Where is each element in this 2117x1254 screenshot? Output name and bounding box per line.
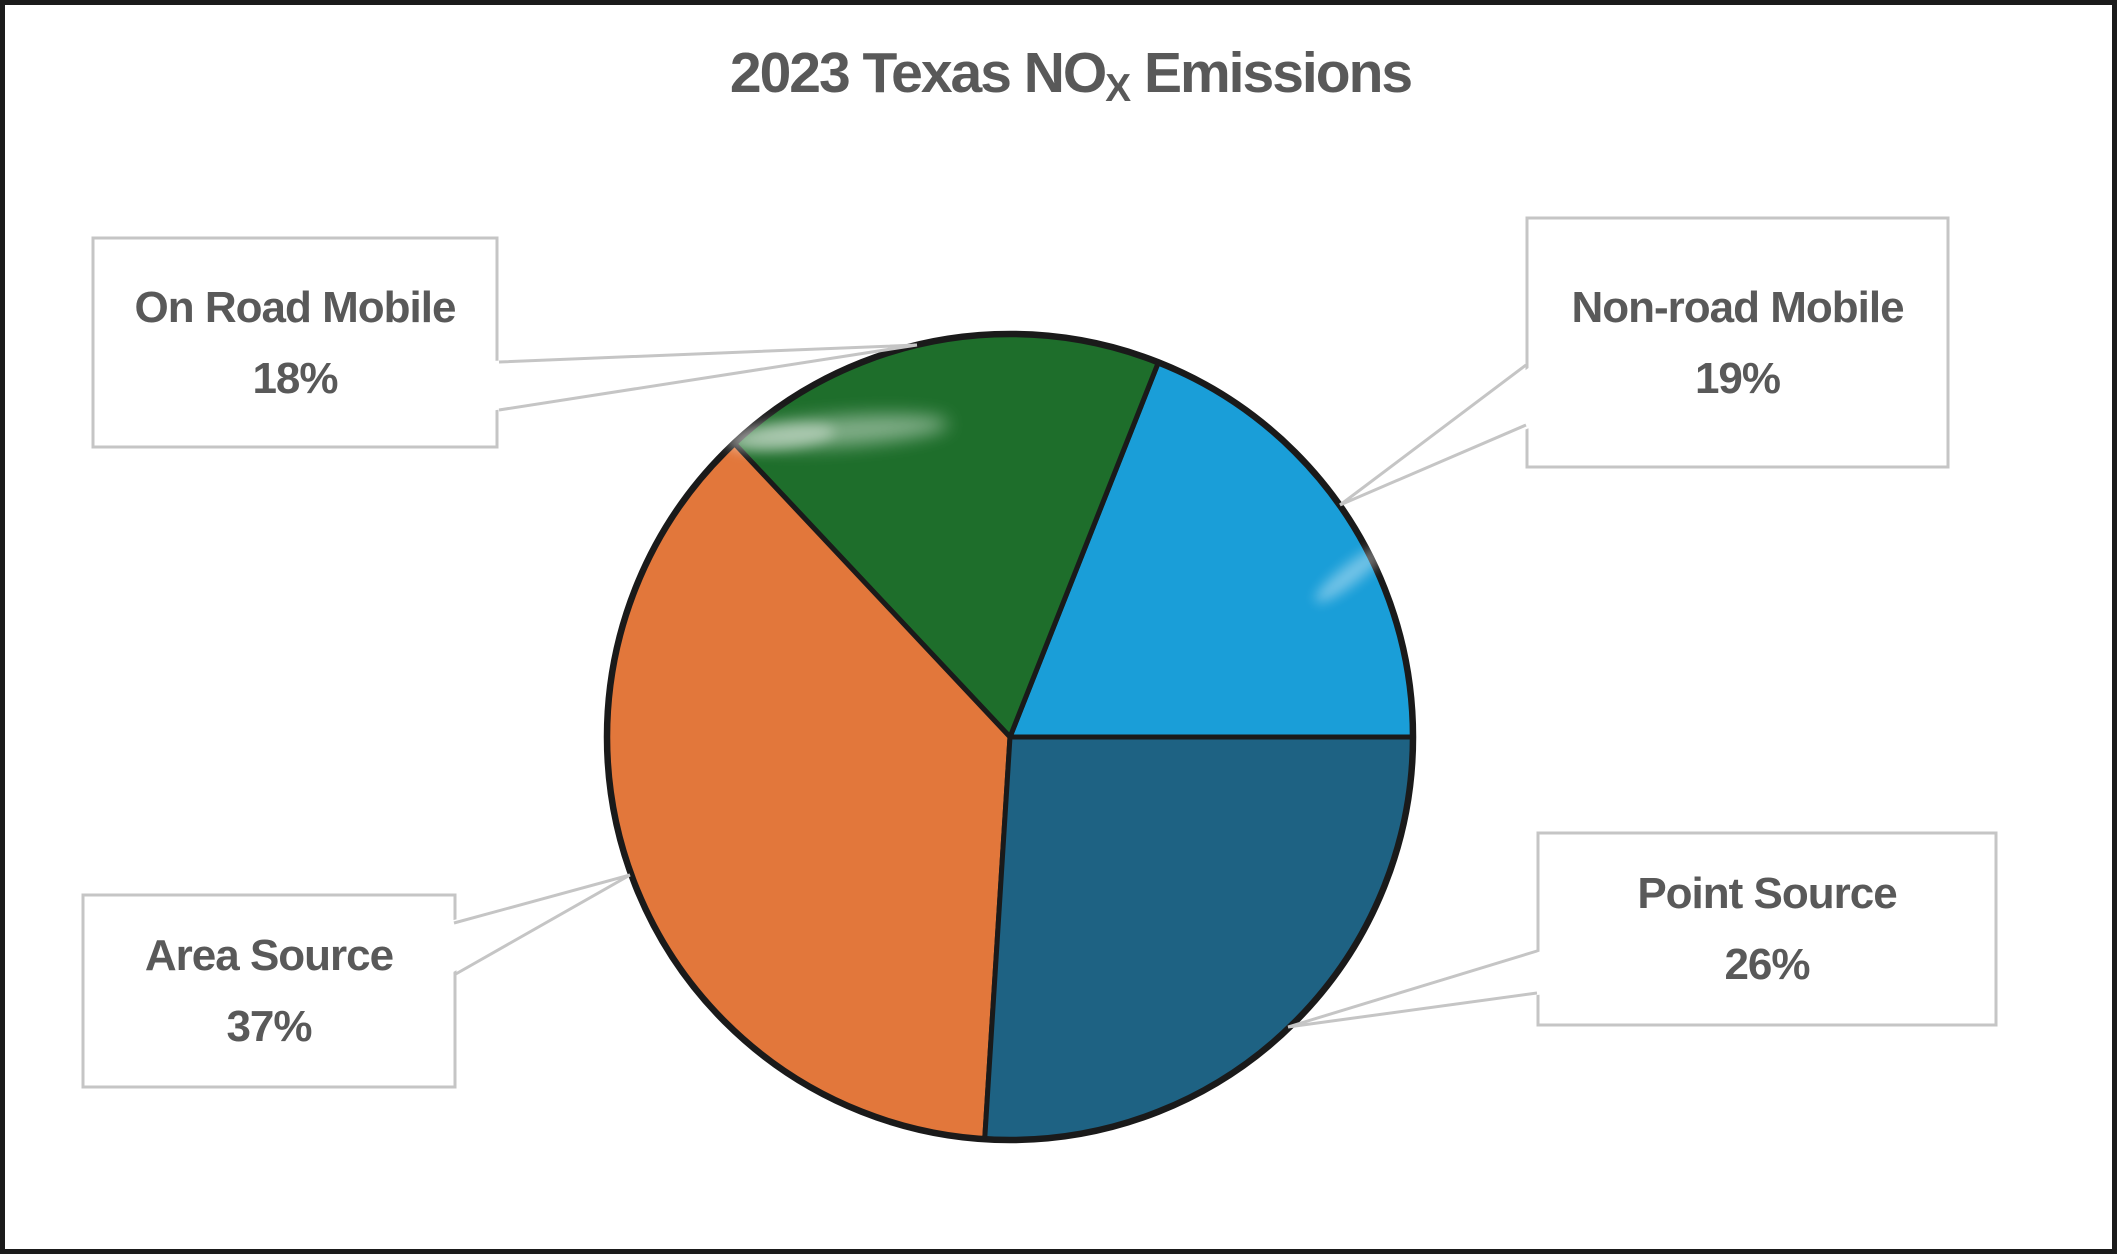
callout-leader-non-road-mobile <box>1339 363 1534 507</box>
callout-label: On Road Mobile <box>134 282 457 332</box>
pie-slices <box>604 331 1416 1143</box>
callout-value: 26% <box>1724 940 1810 989</box>
callout-text-on-road-mobile: On Road Mobile 18% <box>93 238 497 447</box>
chart-title: 2023 Texas NOX Emissions <box>24 42 2117 111</box>
callout-label: Non-road Mobile <box>1571 282 1904 332</box>
callout-box-point-source[interactable] <box>1536 831 1998 1027</box>
callout-leader-point-source <box>1287 949 1545 1029</box>
callout-value: 18% <box>252 353 338 403</box>
callout-box-area-source[interactable] <box>81 893 457 1089</box>
callout-text-point-source: Point Source 26% <box>1538 833 1996 1025</box>
callout-text-non-road-mobile: Non-road Mobile 19% <box>1527 218 1948 467</box>
pie-slice-point-source[interactable] <box>982 734 1416 1143</box>
callout-value: 19% <box>1694 353 1781 403</box>
callout-text-area-source: Area Source 37% <box>83 895 455 1087</box>
pie-outline <box>603 330 1417 1144</box>
chart-title-suffix: Emissions <box>1130 41 1413 105</box>
callout-value: 37% <box>226 1002 312 1051</box>
callout-box-on-road-mobile[interactable] <box>91 236 499 449</box>
gloss-highlight-blue <box>1315 543 1389 603</box>
callout-leader-on-road-mobile <box>490 343 918 412</box>
callout-label: Area Source <box>144 931 394 980</box>
callout-label: Point Source <box>1637 869 1897 918</box>
callout-box-non-road-mobile[interactable] <box>1525 216 1950 469</box>
chart-title-prefix: 2023 Texas NO <box>729 41 1107 105</box>
callout-leader-area-source <box>446 873 631 977</box>
gloss-highlight-green <box>725 414 949 451</box>
chart-title-subscript: X <box>1105 66 1131 110</box>
